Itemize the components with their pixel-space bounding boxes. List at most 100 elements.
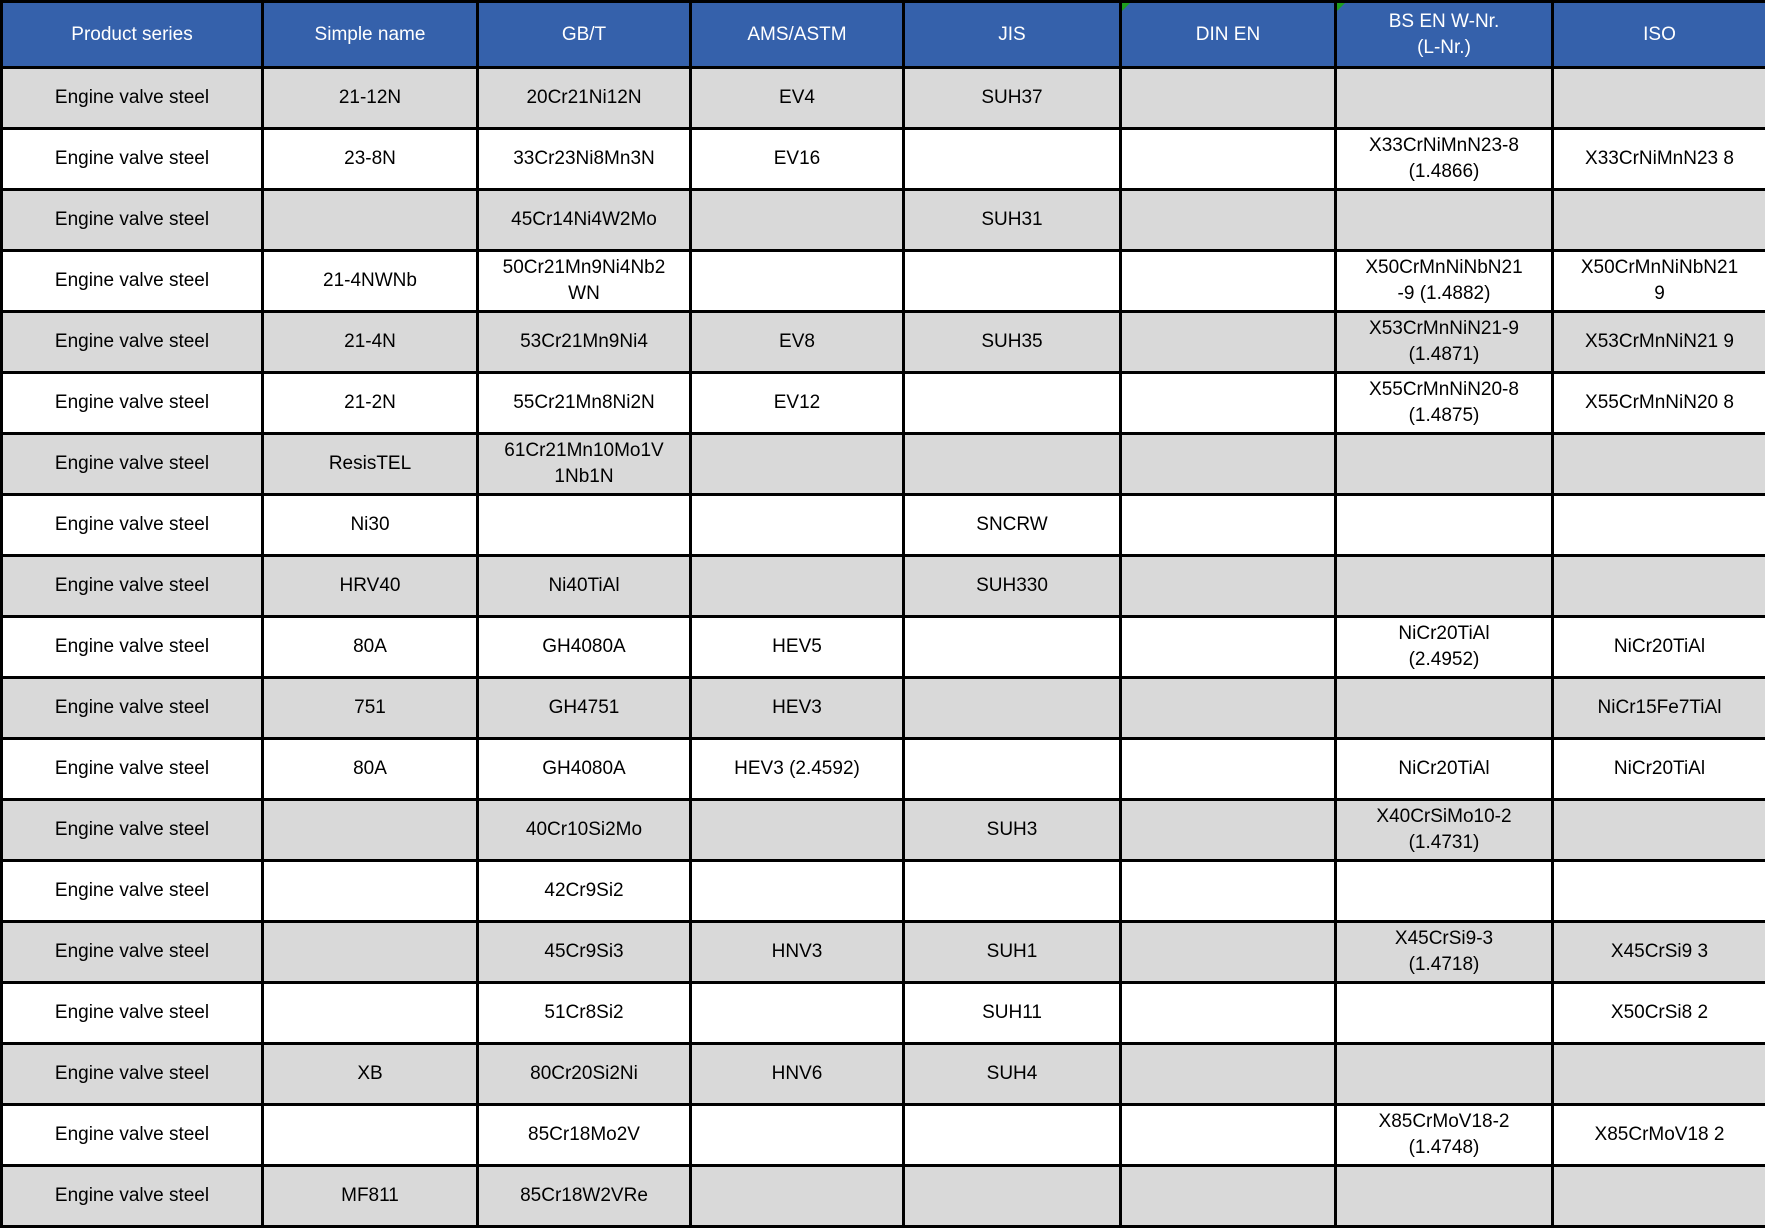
cell-product_series: Engine valve steel [2,1166,263,1227]
cell-din_en [1121,800,1336,861]
column-header-simple-name: Simple name [263,2,478,68]
cell-ams_astm: HEV3 [691,678,904,739]
cell-jis: SUH31 [904,190,1121,251]
cell-jis [904,678,1121,739]
cell-product_series: Engine valve steel [2,68,263,129]
cell-gbt: GH4751 [478,678,691,739]
cell-bs_en_wnr [1336,556,1553,617]
cell-gbt: 61Cr21Mn10Mo1V 1Nb1N [478,434,691,495]
cell-bs_en_wnr [1336,434,1553,495]
cell-ams_astm: EV4 [691,68,904,129]
cell-product_series: Engine valve steel [2,190,263,251]
cell-product_series: Engine valve steel [2,556,263,617]
cell-din_en [1121,556,1336,617]
cell-ams_astm: HNV3 [691,922,904,983]
cell-iso: X85CrMoV18 2 [1553,1105,1765,1166]
table-row: Engine valve steel 45Cr14Ni4W2Mo SUH31 [2,190,1765,251]
cell-jis [904,739,1121,800]
cell-gbt: GH4080A [478,617,691,678]
cell-simple_name: 21-2N [263,373,478,434]
cell-bs_en_wnr: X55CrMnNiN20-8 (1.4875) [1336,373,1553,434]
cell-product_series: Engine valve steel [2,434,263,495]
cell-iso: X33CrNiMnN23 8 [1553,129,1765,190]
cell-bs_en_wnr: X50CrMnNiNbN21 -9 (1.4882) [1336,251,1553,312]
cell-product_series: Engine valve steel [2,922,263,983]
cell-iso: X45CrSi9 3 [1553,922,1765,983]
cell-gbt: 33Cr23Ni8Mn3N [478,129,691,190]
cell-bs_en_wnr [1336,1044,1553,1105]
cell-product_series: Engine valve steel [2,495,263,556]
cell-simple_name [263,983,478,1044]
cell-bs_en_wnr [1336,495,1553,556]
cell-jis [904,373,1121,434]
cell-bs_en_wnr [1336,861,1553,922]
cell-gbt: 40Cr10Si2Mo [478,800,691,861]
cell-din_en [1121,739,1336,800]
cell-bs_en_wnr [1336,68,1553,129]
cell-simple_name: 23-8N [263,129,478,190]
table-header: Product series Simple name GB/T AMS/ASTM… [2,2,1765,68]
cell-product_series: Engine valve steel [2,251,263,312]
cell-jis: SUH35 [904,312,1121,373]
cell-din_en [1121,495,1336,556]
cell-gbt: 53Cr21Mn9Ni4 [478,312,691,373]
cell-simple_name: Ni30 [263,495,478,556]
cell-jis [904,434,1121,495]
cell-iso [1553,1166,1765,1227]
cell-iso: NiCr20TiAl [1553,739,1765,800]
cell-din_en [1121,983,1336,1044]
cell-jis: SUH330 [904,556,1121,617]
cell-bs_en_wnr [1336,983,1553,1044]
cell-gbt: 85Cr18Mo2V [478,1105,691,1166]
cell-din_en [1121,861,1336,922]
cell-din_en [1121,617,1336,678]
cell-jis [904,1105,1121,1166]
column-header-bs-en-wnr: BS EN W-Nr. (L-Nr.) [1336,2,1553,68]
cell-simple_name [263,922,478,983]
cell-product_series: Engine valve steel [2,861,263,922]
cell-simple_name: 21-4N [263,312,478,373]
cell-iso [1553,190,1765,251]
cell-iso: X50CrMnNiNbN21 9 [1553,251,1765,312]
cell-gbt: 55Cr21Mn8Ni2N [478,373,691,434]
cell-jis [904,617,1121,678]
cell-din_en [1121,1166,1336,1227]
cell-gbt [478,495,691,556]
cell-product_series: Engine valve steel [2,739,263,800]
cell-product_series: Engine valve steel [2,983,263,1044]
cell-jis [904,251,1121,312]
cell-bs_en_wnr: NiCr20TiAl [1336,739,1553,800]
cell-iso: NiCr15Fe7TiAl [1553,678,1765,739]
cell-product_series: Engine valve steel [2,678,263,739]
cell-ams_astm [691,800,904,861]
cell-gbt: 45Cr14Ni4W2Mo [478,190,691,251]
cell-gbt: 45Cr9Si3 [478,922,691,983]
cell-simple_name: ResisTEL [263,434,478,495]
header-row: Product series Simple name GB/T AMS/ASTM… [2,2,1765,68]
cell-product_series: Engine valve steel [2,129,263,190]
cell-gbt: 50Cr21Mn9Ni4Nb2 WN [478,251,691,312]
cell-ams_astm [691,434,904,495]
cell-bs_en_wnr [1336,190,1553,251]
cell-ams_astm [691,983,904,1044]
cell-simple_name [263,190,478,251]
cell-ams_astm [691,1166,904,1227]
cell-ams_astm [691,251,904,312]
cell-product_series: Engine valve steel [2,373,263,434]
cell-din_en [1121,373,1336,434]
cell-jis: SNCRW [904,495,1121,556]
cell-bs_en_wnr: NiCr20TiAl (2.4952) [1336,617,1553,678]
cell-ams_astm: HEV5 [691,617,904,678]
cell-iso: NiCr20TiAl [1553,617,1765,678]
cell-simple_name: MF811 [263,1166,478,1227]
